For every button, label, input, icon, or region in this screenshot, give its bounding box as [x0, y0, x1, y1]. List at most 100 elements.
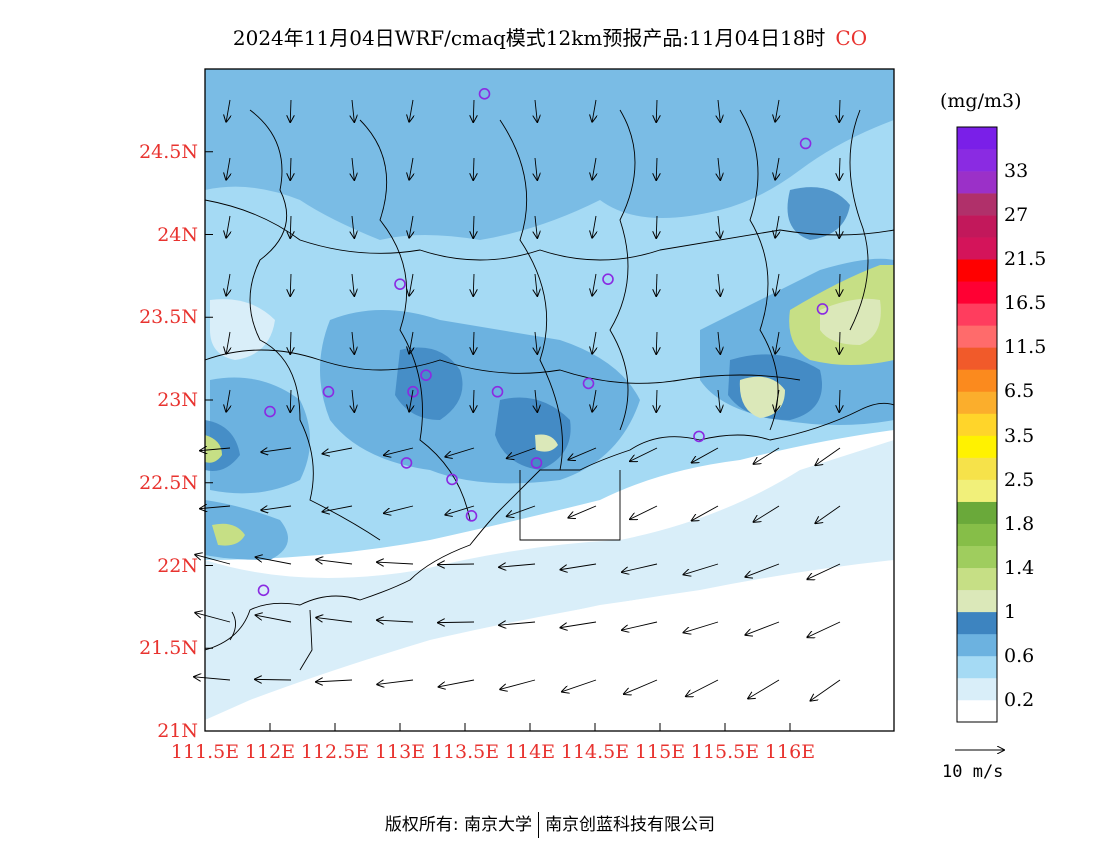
- wind-arrow: [226, 389, 230, 412]
- wind-arrow: [622, 621, 658, 630]
- colorbar-swatch: [957, 567, 997, 591]
- wind-arrow: [754, 505, 780, 522]
- colorbar-unit: (mg/m3): [940, 90, 1022, 112]
- wind-arrow: [656, 99, 657, 122]
- colorbar-label: 6.5: [1004, 380, 1035, 403]
- company-text: 南京创蓝科技有限公司: [545, 815, 716, 835]
- station-marker: [491, 385, 504, 398]
- wind-arrow: [352, 157, 354, 180]
- wind-arrow: [535, 389, 537, 412]
- longitude-label: 114E: [504, 741, 556, 763]
- station-markers: [257, 88, 829, 597]
- wind-arrow: [656, 157, 657, 180]
- station-marker: [478, 88, 491, 100]
- colorbar-swatch: [957, 391, 997, 414]
- wind-arrow: [592, 157, 596, 180]
- longitude-label: 114.5E: [560, 741, 630, 763]
- wind-arrow: [500, 679, 536, 689]
- wind-arrow: [473, 273, 474, 296]
- colorbar-swatch: [957, 677, 997, 701]
- wind-arrow: [807, 621, 841, 637]
- colorbar-swatch: [957, 193, 997, 216]
- wind-arrow: [194, 677, 231, 680]
- wind-arrow: [692, 447, 719, 463]
- wind-arrow: [409, 273, 413, 296]
- wind-arrow: [473, 389, 474, 412]
- station-marker: [693, 430, 705, 443]
- wind-arrow: [807, 563, 841, 579]
- station-marker: [465, 510, 478, 522]
- station-marker: [322, 385, 335, 398]
- station-marker: [799, 137, 812, 150]
- wind-arrow: [535, 157, 537, 180]
- colorbar: [956, 126, 998, 723]
- wind-arrow: [445, 505, 475, 515]
- latitude-label: 24.5N: [139, 140, 198, 163]
- wind-arrow: [686, 679, 719, 696]
- colorbar-swatch: [957, 699, 997, 723]
- wind-arrow: [839, 273, 840, 296]
- wind-arrow: [815, 447, 841, 465]
- colorbar-label: 1.8: [1004, 512, 1035, 535]
- latitude-label: 23.5N: [139, 306, 198, 329]
- colorbar-swatch: [957, 281, 997, 304]
- station-marker: [530, 457, 543, 469]
- station-marker: [394, 278, 406, 290]
- colorbar-label: 11.5: [1004, 336, 1047, 359]
- wind-arrow: [290, 331, 291, 354]
- wind-arrow: [409, 157, 413, 180]
- colorbar-swatch: [957, 501, 997, 524]
- wind-arrow: [352, 215, 354, 238]
- latitude-label: 22N: [157, 554, 198, 577]
- wind-arrow: [718, 331, 720, 354]
- wind-arrow: [775, 99, 779, 122]
- station-marker: [446, 473, 458, 486]
- wind-arrow: [535, 331, 537, 354]
- wind-arrow: [692, 505, 719, 521]
- wind-arrow: [438, 622, 475, 623]
- wind-arrow: [256, 557, 292, 565]
- wind-arrow: [656, 215, 657, 238]
- wind-arrow: [684, 621, 719, 633]
- colorbar-label: 2.5: [1004, 468, 1035, 491]
- wind-arrow: [535, 99, 537, 122]
- wind-arrow: [718, 389, 720, 412]
- wind-arrow: [839, 99, 840, 122]
- station-marker: [420, 369, 432, 381]
- latitude-label: 21.5N: [139, 637, 198, 660]
- wind-arrow: [409, 215, 413, 238]
- wind-arrow: [718, 215, 720, 238]
- colorbar-swatch: [957, 413, 997, 436]
- wind-arrow: [290, 99, 291, 122]
- wind-arrow: [839, 215, 840, 238]
- wind-arrow: [226, 331, 230, 354]
- colorbar-label: 27: [1004, 204, 1029, 227]
- wind-arrow: [775, 157, 779, 180]
- wind-arrow: [352, 389, 354, 412]
- wind-arrow: [630, 447, 658, 461]
- wind-arrow: [226, 157, 230, 180]
- colorbar-swatch: [957, 347, 997, 370]
- wind-arrow: [622, 563, 658, 572]
- station-marker: [264, 405, 276, 418]
- station-marker: [407, 385, 419, 398]
- wind-arrow: [718, 157, 720, 180]
- colorbar-swatch: [957, 611, 997, 635]
- colorbar-label: 1: [1004, 600, 1017, 623]
- wind-arrow: [316, 560, 353, 565]
- colorbar-swatch: [957, 655, 997, 679]
- colorbar-swatch: [957, 457, 997, 480]
- wind-arrow: [535, 273, 537, 296]
- wind-arrow: [439, 679, 475, 687]
- colorbar-swatch: [957, 303, 997, 326]
- colorbar-swatch: [957, 633, 997, 657]
- wind-arrow: [409, 389, 413, 412]
- pollutant-label: CO: [835, 26, 868, 50]
- longitude-label: 113.5E: [430, 741, 500, 763]
- colorbar-swatch: [957, 127, 997, 150]
- concentration-field: [205, 69, 894, 731]
- colorbar-frame: [956, 126, 998, 723]
- wind-arrow: [754, 447, 780, 464]
- latitude-label: 22.5N: [139, 471, 198, 494]
- colorbar-swatch: [957, 545, 997, 569]
